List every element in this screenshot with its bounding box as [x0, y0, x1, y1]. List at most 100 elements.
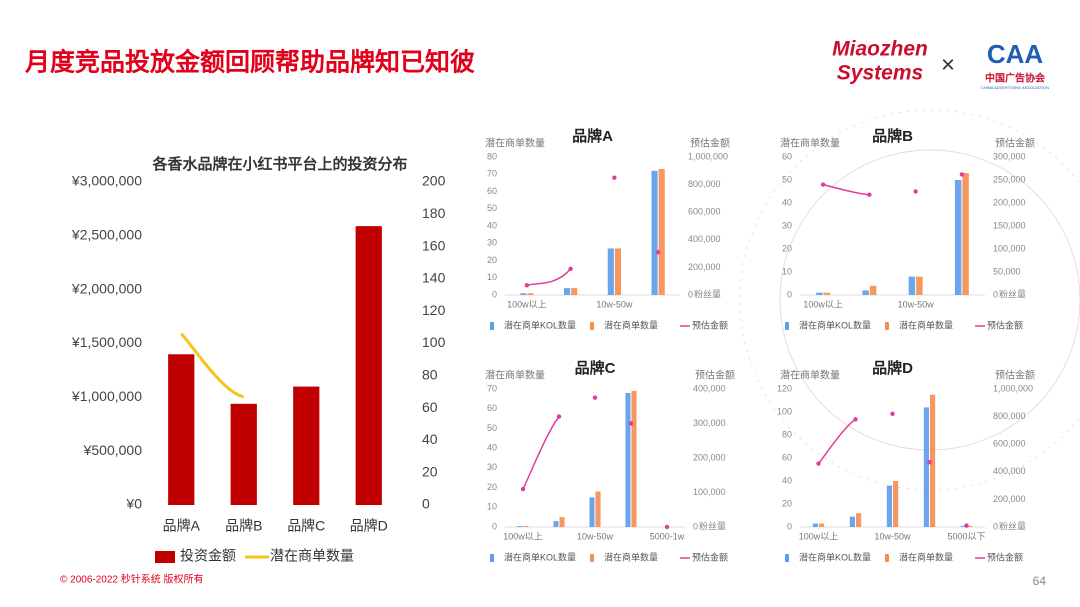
y2-tick-label: 40	[422, 431, 438, 447]
x-tick-label: 品牌A	[163, 518, 201, 534]
y2-tick-label: 800,000	[688, 179, 721, 189]
y2-tick-label: 60	[422, 399, 438, 415]
y-axis-title: 潜在商单数量	[780, 137, 840, 150]
legend-label: 潜在商单数量	[899, 551, 953, 562]
y-tick-label: 70	[487, 383, 497, 393]
legend-swatch	[590, 554, 594, 562]
logo-text: Miaozhen	[832, 38, 928, 61]
line-point	[655, 250, 661, 255]
copyright: © 2006-2022 秒针系统 版权所有	[60, 573, 204, 586]
x-tick-label: 10w-50w	[874, 531, 911, 541]
y-tick-label: 80	[487, 151, 497, 161]
bar	[954, 180, 962, 295]
x-tick-label: 10w-50w	[577, 531, 614, 541]
y2-tick-label: 120	[422, 302, 446, 318]
y-tick-label: 40	[487, 220, 497, 230]
y-tick-label: 20	[782, 498, 792, 508]
bar	[625, 392, 631, 527]
bar	[916, 276, 923, 295]
line-point	[890, 411, 895, 417]
bar	[930, 394, 936, 527]
chart-title: 各香水品牌在小红书平台上的投资分布	[151, 155, 407, 173]
y-tick-label: 10	[487, 272, 497, 282]
y-tick-label: 0	[787, 521, 792, 531]
legend-label: 预估金额	[987, 551, 1023, 562]
y2-tick-label: 200,000	[993, 197, 1026, 207]
bar	[553, 521, 559, 527]
bar	[823, 292, 831, 295]
line-point	[524, 283, 530, 288]
y2-tick-label: 600,000	[993, 439, 1026, 449]
y2-tick-label: 150,000	[993, 220, 1026, 230]
chart-title: 品牌C	[575, 359, 616, 377]
y2-tick-label: 100,000	[693, 487, 726, 497]
logo-text: Systems	[837, 62, 923, 85]
chart-title: 品牌B	[872, 127, 913, 145]
legend-label: 潜在商单数量	[604, 551, 658, 562]
bar	[230, 403, 257, 505]
x-axis-title: 粉丝量	[694, 288, 721, 299]
line-point	[612, 175, 617, 180]
y2-tick-label: 600,000	[688, 207, 721, 217]
line-point	[820, 182, 826, 187]
y-axis-title: 潜在商单数量	[780, 369, 840, 382]
y-tick-label: 30	[487, 238, 497, 248]
y-tick-label: 40	[487, 443, 497, 453]
y-tick-label: 30	[487, 462, 497, 472]
legend-label: 潜在商单数量	[604, 319, 658, 330]
legend-swatch	[155, 551, 175, 563]
y2-tick-label: 800,000	[993, 411, 1026, 421]
y2-tick-label: 180	[422, 205, 446, 221]
bar	[886, 485, 892, 527]
y2-tick-label: 80	[422, 367, 438, 383]
line-point	[664, 524, 670, 530]
line	[817, 418, 856, 465]
bar	[527, 293, 534, 295]
x-axis-title: 粉丝量	[999, 520, 1026, 531]
y2-tick-label: 0	[993, 289, 998, 299]
line-point	[556, 414, 562, 419]
line-point	[568, 266, 573, 271]
y2-tick-label: 250,000	[993, 174, 1026, 184]
legend-label: 潜在商单KOL数量	[504, 551, 576, 562]
y-tick-label: ¥2,000,000	[71, 280, 142, 296]
y2-tick-label: 140	[422, 270, 446, 286]
y-tick-label: 40	[782, 475, 792, 485]
y-axis-title: 潜在商单数量	[485, 369, 545, 382]
y-tick-label: 60	[487, 186, 497, 196]
y-tick-label: 70	[487, 169, 497, 179]
y2-tick-label: 50,000	[993, 266, 1021, 276]
legend-swatch	[885, 322, 889, 330]
bar	[517, 526, 523, 527]
legend-label: 潜在商单数量	[270, 548, 354, 564]
legend-label: 潜在商单数量	[899, 319, 953, 330]
y-tick-label: ¥1,000,000	[71, 388, 142, 404]
y2-tick-label: 300,000	[693, 418, 726, 428]
page-number: 64	[1033, 574, 1047, 588]
bar	[355, 226, 382, 506]
y-tick-label: ¥2,500,000	[71, 227, 142, 243]
y-tick-label: ¥1,500,000	[71, 334, 142, 350]
logo-text: 中国广告协会	[985, 72, 1045, 85]
y2-tick-label: 1,000,000	[688, 151, 728, 161]
bar	[293, 386, 320, 505]
line-point	[867, 192, 872, 197]
legend-swatch	[590, 322, 594, 330]
bar	[564, 288, 571, 295]
x-tick-label: 100w以上	[799, 531, 839, 541]
bar	[651, 170, 658, 295]
y-tick-label: 0	[492, 521, 497, 531]
y2-tick-label: 1,000,000	[993, 383, 1033, 393]
y-tick-label: 10	[782, 266, 792, 276]
legend-label: 潜在商单KOL数量	[799, 319, 871, 330]
legend-label: 预估金额	[987, 319, 1023, 330]
x-tick-label: 5000-1w	[650, 531, 685, 541]
y-tick-label: 50	[487, 203, 497, 213]
y-tick-label: 120	[777, 383, 792, 393]
bar	[967, 525, 973, 527]
x-axis-title: 粉丝量	[699, 520, 726, 531]
line-point	[959, 172, 965, 177]
legend-swatch	[490, 554, 494, 562]
page-title: 月度竞品投放金额回顾帮助品牌知已知彼	[24, 48, 475, 77]
